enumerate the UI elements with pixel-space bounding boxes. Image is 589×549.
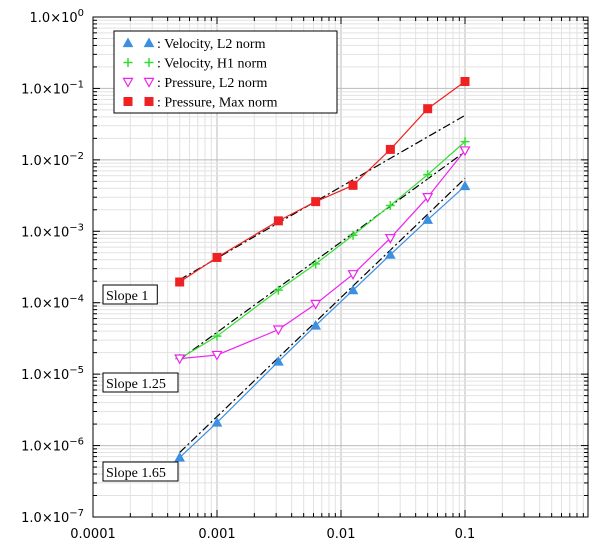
legend-entry: : Pressure, L2 norm	[157, 76, 268, 91]
series-line	[179, 141, 466, 360]
y-tick-label: 1.0×10−2	[21, 151, 84, 169]
slope-label-box	[102, 284, 158, 305]
data-point	[460, 77, 470, 87]
data-point	[459, 146, 471, 157]
axis-ticks	[92, 17, 588, 518]
y-tick-label: 1.0×10−3	[21, 222, 84, 240]
data-point	[348, 230, 358, 240]
data-point	[272, 325, 284, 336]
legend-marker	[143, 37, 155, 48]
data-point	[460, 137, 470, 147]
legend-marker	[144, 97, 154, 106]
reference-lines	[179, 114, 466, 453]
y-tick-label: 1.0×10−4	[21, 294, 84, 312]
data-point	[273, 285, 283, 295]
data-point	[310, 299, 322, 310]
legend-marker	[122, 37, 134, 48]
y-tick-label: 1.0×10−6	[21, 437, 84, 455]
legend-entry: : Pressure, Max norm	[157, 96, 278, 111]
x-tick-label: 0.1	[455, 527, 476, 542]
legend-entry: : Velocity, H1 norm	[157, 57, 267, 72]
slope-label: Slope 1	[106, 289, 148, 304]
legend-marker	[123, 58, 133, 67]
x-tick-label: 0.01	[327, 527, 356, 542]
legend-entry: : Velocity, L2 norm	[157, 37, 266, 52]
data-point	[212, 331, 222, 341]
x-tick-label: 0.001	[198, 527, 235, 542]
data-point	[384, 249, 396, 259]
data-point	[347, 284, 359, 295]
data-point	[347, 270, 359, 281]
y-tick-label: 1.0×10−5	[21, 365, 84, 383]
legend: : Velocity, L2 norm : Velocity, H1 norm : …	[113, 30, 338, 114]
legend-marker	[143, 77, 155, 88]
slope-label-box	[102, 372, 179, 393]
reference-line-slope	[179, 177, 466, 453]
slope-label: Slope 1.65	[106, 466, 166, 481]
slope-label-box	[102, 461, 179, 482]
data-point	[423, 104, 433, 114]
data-point	[175, 277, 185, 287]
y-tick-label: 1.0×10−1	[21, 79, 84, 97]
tick-labels: 0.0001 0.001 0.01 0.1 1.0×10−7 1.0×10−6 1.0×10…	[21, 8, 475, 542]
data-point	[273, 356, 284, 366]
legend-marker	[122, 77, 134, 88]
legend-marker	[144, 58, 154, 67]
series-line	[179, 185, 466, 458]
data-point	[384, 234, 396, 244]
data-point	[310, 319, 322, 330]
data-point	[459, 180, 471, 191]
data-point	[311, 259, 321, 269]
reference-line-slope	[179, 151, 466, 361]
reference-line-slope	[179, 114, 466, 281]
data-point	[422, 214, 434, 224]
legend-marker	[123, 97, 133, 106]
data-point	[211, 350, 223, 361]
slope-label: Slope 1.25	[106, 377, 166, 392]
data-point	[385, 144, 395, 154]
y-tick-label: 1.0×100	[30, 8, 84, 26]
x-tick-label: 0.0001	[70, 527, 116, 542]
data-point	[211, 417, 223, 427]
data-point	[348, 180, 358, 190]
series-line	[179, 81, 466, 283]
data-series	[174, 77, 471, 462]
data-point	[385, 200, 395, 210]
data-point	[422, 193, 434, 203]
data-point	[273, 216, 283, 226]
slope-labels: Slope 1 Slope 1.25 Slope 1.65	[102, 284, 179, 482]
data-point	[423, 170, 433, 180]
data-point	[174, 354, 186, 365]
data-point	[311, 197, 321, 207]
data-point	[212, 252, 222, 262]
y-tick-label: 1.0×10−7	[21, 508, 84, 526]
series-line	[179, 150, 466, 360]
data-point	[174, 452, 186, 462]
